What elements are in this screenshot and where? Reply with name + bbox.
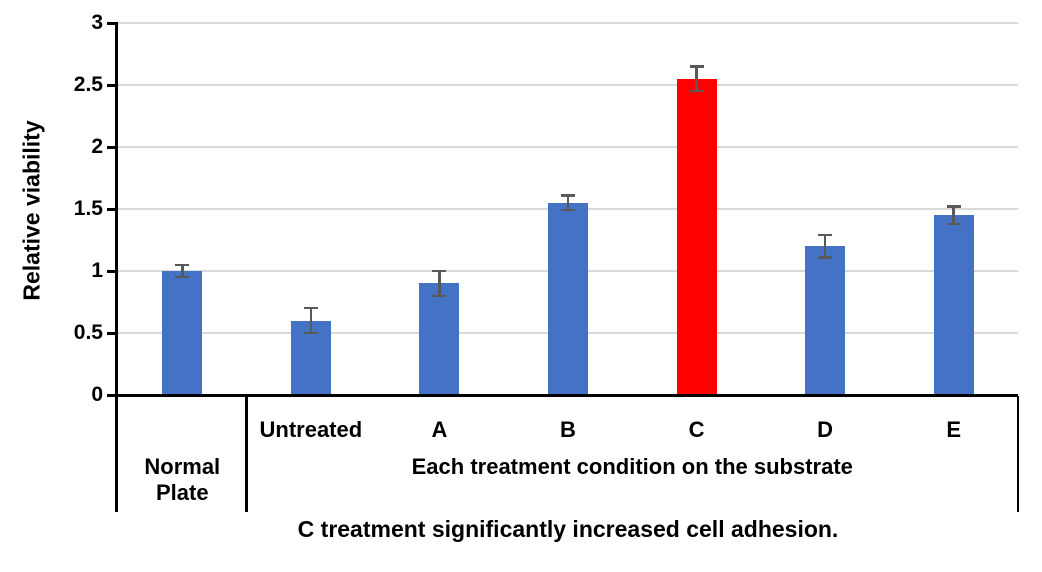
error-bar-cap-top (946, 205, 961, 208)
y-axis-tick (107, 269, 118, 273)
error-bar-cap-bottom (561, 208, 575, 212)
error-bar-cap-bottom (303, 331, 318, 335)
error-bar-cap-top (818, 233, 833, 237)
bar-d (805, 246, 846, 395)
error-bar-line (181, 264, 184, 278)
error-bar-line (823, 235, 827, 258)
y-tick-label: 3 (91, 11, 103, 34)
error-bar-cap-top (561, 194, 575, 197)
error-bar-cap-bottom (689, 89, 704, 93)
gridline (118, 22, 1018, 24)
chart-caption: C treatment significantly increased cell… (297, 516, 839, 542)
y-axis-tick (107, 83, 118, 87)
bar-a (419, 283, 460, 395)
category-label-c: C (688, 417, 705, 442)
category-label-b: B (560, 417, 576, 442)
category-label-untreated: Untreated (259, 417, 363, 442)
bar-e (933, 215, 974, 395)
error-bar-cap-top (432, 269, 447, 273)
group-divider (245, 396, 248, 512)
group-label: Each treatment condition on the substrat… (411, 454, 853, 479)
error-bar-cap-bottom (818, 256, 833, 259)
error-bar-line (952, 206, 955, 224)
y-axis-tick (107, 393, 118, 397)
x-axis-line (115, 394, 1018, 397)
group-label: Normal Plate (144, 454, 221, 505)
category-label-d: D (817, 417, 834, 442)
bar-b (548, 202, 588, 395)
error-bar-cap-bottom (432, 294, 447, 298)
y-axis-tick (107, 331, 118, 335)
bar-normal-plate (162, 271, 203, 395)
error-bar-line (309, 308, 313, 333)
error-bar-cap-bottom (175, 275, 190, 279)
y-tick-label: 0.5 (73, 321, 103, 344)
category-label-e: E (946, 417, 962, 442)
error-bar-line (566, 195, 570, 211)
gridline (118, 146, 1018, 148)
y-axis-tick (107, 145, 118, 149)
group-divider (1016, 396, 1020, 512)
y-tick-label: 0 (91, 383, 103, 406)
y-axis-tick (107, 21, 118, 25)
error-bar-cap-top (303, 306, 318, 310)
error-bar-line (695, 66, 698, 92)
bar-c (676, 78, 717, 395)
category-label-a: A (431, 417, 448, 442)
gridline (118, 84, 1018, 86)
error-bar-cap-bottom (946, 222, 961, 226)
error-bar-line (438, 271, 441, 296)
y-tick-label: 1.5 (73, 197, 103, 220)
error-bar-cap-top (175, 263, 190, 267)
error-bar-cap-top (689, 65, 704, 68)
y-tick-label: 2 (91, 135, 103, 158)
y-axis-tick (107, 207, 118, 211)
y-tick-label: 2.5 (73, 73, 103, 96)
y-axis-line (115, 23, 118, 512)
y-tick-label: 1 (91, 259, 103, 282)
